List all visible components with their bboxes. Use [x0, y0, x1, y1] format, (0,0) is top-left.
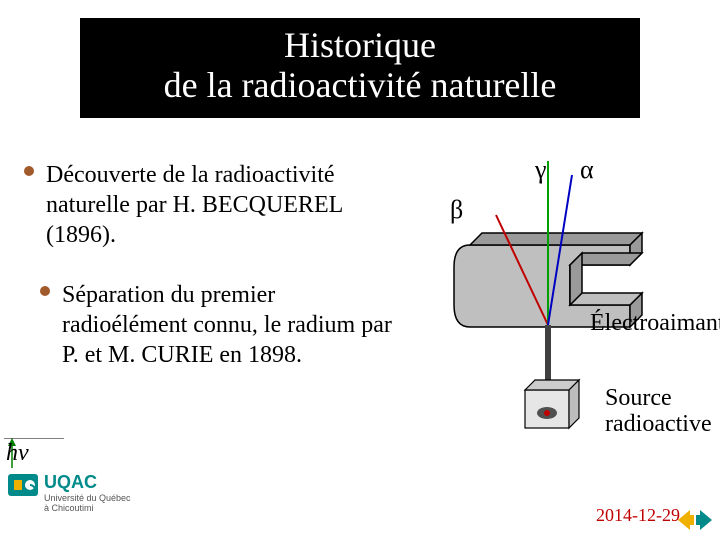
bullet-dot-icon	[40, 286, 50, 296]
gamma-label: γ	[535, 155, 547, 185]
logo-sub1: Université du Québec	[44, 493, 131, 503]
source-label: Source radioactive	[605, 385, 715, 438]
logo-name: UQAC	[44, 472, 131, 493]
title-text: Historique de la radioactivité naturelle	[164, 26, 557, 105]
uqac-logo: UQAC Université du Québec à Chicoutimi	[6, 470, 176, 535]
bullet-item-2: Séparation du premier radioélément connu…	[18, 280, 398, 370]
bullet-item-1: Découverte de la radioactivité naturelle…	[18, 160, 398, 250]
nav-next-icon[interactable]	[696, 510, 712, 530]
radioactivity-diagram: β γ α Électroaimant Source radioactive	[400, 155, 710, 445]
bullet-text: Découverte de la radioactivité naturelle…	[46, 162, 342, 248]
slide: Historique de la radioactivité naturelle…	[0, 0, 720, 540]
slide-date: 2014-12-29	[596, 505, 680, 526]
nav-arrows[interactable]	[678, 508, 712, 532]
bullet-list: Découverte de la radioactivité naturelle…	[18, 160, 398, 400]
nav-prev-icon[interactable]	[678, 510, 694, 530]
magnet-label: Électroaimant	[590, 310, 720, 337]
source-icon	[525, 325, 579, 428]
beta-label: β	[450, 195, 463, 225]
alpha-label: α	[580, 155, 594, 185]
logo-sub2: à Chicoutimi	[44, 503, 131, 513]
bullet-dot-icon	[24, 166, 34, 176]
hnu-label: hν	[6, 440, 29, 467]
bullet-text: Séparation du premier radioélément connu…	[62, 282, 392, 368]
slide-title: Historique de la radioactivité naturelle	[80, 18, 640, 118]
